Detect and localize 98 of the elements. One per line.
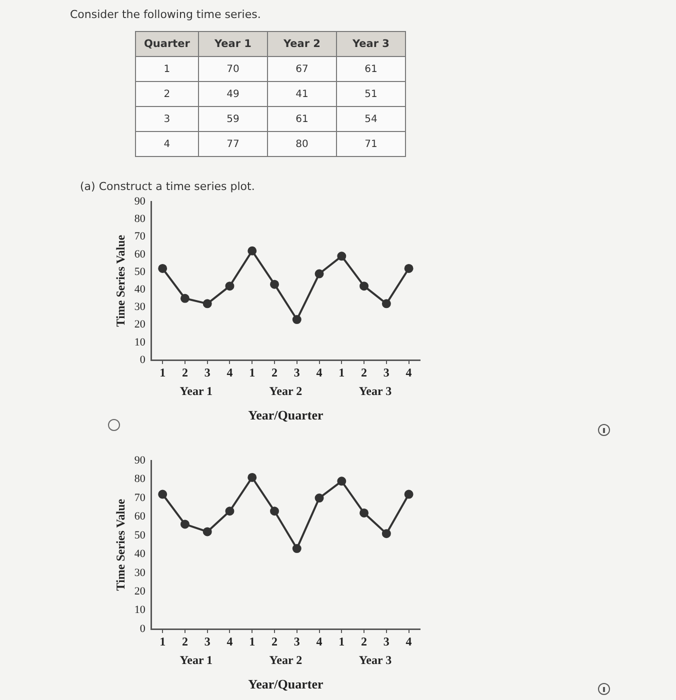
point	[180, 294, 190, 303]
x-tick-label: 3	[383, 634, 390, 648]
x-tick-label: 2	[182, 365, 188, 380]
x-tick-label: 1	[338, 365, 345, 380]
x-tick-label: 2	[361, 634, 368, 648]
data-label: 51	[336, 82, 406, 106]
point	[404, 264, 414, 273]
data-label: 61	[267, 106, 336, 132]
y-tick-label: 20	[134, 318, 146, 331]
y-tick-label: 20	[134, 585, 146, 598]
x-tick-label: 2	[272, 365, 278, 380]
y-tick-label: 90	[134, 195, 146, 208]
y-tick-label: 90	[134, 454, 146, 466]
point	[337, 476, 346, 486]
y-tick-label: 10	[134, 336, 146, 348]
x-tick-label: 2	[361, 365, 368, 380]
x-tick-label: 3	[204, 365, 210, 380]
text: Year 3	[358, 384, 392, 398]
point	[292, 315, 302, 324]
point	[360, 282, 369, 291]
x-tick-label: 4	[316, 365, 322, 380]
data-label: 67	[267, 56, 336, 82]
x-tick-label: 3	[294, 365, 300, 380]
y-axis-title: Time Series Value	[113, 234, 128, 327]
data-label: 80	[267, 132, 336, 156]
chart-title: Consider the following time series.	[70, 8, 262, 21]
point	[314, 494, 324, 503]
text: Year 2	[269, 384, 302, 398]
point	[382, 299, 391, 308]
y-tick-label: 50	[134, 266, 146, 278]
x-tick-label: 2	[182, 634, 188, 648]
y-tick-label: 80	[134, 473, 146, 486]
point	[248, 246, 257, 256]
y-tick-label: 70	[134, 230, 146, 243]
y-tick-label: 30	[134, 301, 146, 314]
text: Year 1	[180, 653, 213, 668]
y-tick-label: 0	[140, 354, 146, 366]
x-tick-label: 1	[338, 634, 345, 648]
x-axis-title: Year/Quarter	[248, 408, 324, 423]
y-tick-label: 60	[134, 248, 146, 260]
x-tick-label: 3	[294, 634, 300, 648]
data-label: 70	[198, 56, 268, 82]
x-tick-label: 3	[204, 634, 210, 648]
text: Year 3	[358, 653, 392, 668]
y-tick-label: 70	[134, 492, 146, 504]
y-tick-label: 80	[134, 213, 146, 226]
y-tick-label: 40	[134, 548, 146, 560]
text: Year 1	[180, 384, 213, 398]
data-label: 41	[267, 82, 336, 106]
point	[270, 506, 280, 516]
data-label: 61	[336, 56, 406, 82]
text: Year 2	[269, 653, 302, 668]
x-tick-label: Year 1	[198, 32, 268, 56]
x-tick-label: 4	[226, 634, 233, 648]
point	[382, 529, 391, 538]
point	[202, 299, 212, 308]
x-tick-label: 1	[249, 365, 256, 380]
x-tick-label: 4	[226, 365, 233, 380]
chart-title: (a) Construct a time series plot.	[80, 180, 256, 193]
point	[270, 280, 280, 289]
y-tick-label: 40	[134, 283, 146, 296]
point	[202, 527, 212, 536]
point	[360, 508, 369, 518]
point	[158, 264, 168, 273]
x-tick-label: 4	[406, 365, 412, 380]
point	[314, 269, 324, 278]
data-label: 49	[198, 82, 268, 106]
data-label: 54	[336, 106, 406, 132]
x-tick-label: 2	[272, 634, 278, 648]
y-tick-label: 0	[140, 622, 146, 635]
point	[337, 252, 346, 261]
y-tick-label: 1	[136, 56, 198, 82]
y-tick-label: 4	[136, 132, 198, 156]
point	[404, 490, 414, 499]
data-label: 77	[198, 132, 268, 156]
x-tick-label: 4	[316, 634, 322, 648]
x-tick-label: 4	[406, 634, 412, 648]
x-tick-label: 3	[383, 365, 390, 380]
x-tick-label: 1	[249, 634, 256, 648]
x-axis-title: Year/Quarter	[248, 676, 324, 692]
data-label: 71	[336, 132, 406, 156]
y-tick-label: 3	[136, 106, 198, 132]
x-tick-label: Year 2	[267, 32, 336, 56]
y-axis-title: Quarter	[136, 32, 198, 56]
y-tick-label: 10	[134, 604, 146, 616]
x-tick-label: Year 3	[336, 32, 406, 56]
point	[248, 472, 257, 482]
point	[292, 544, 302, 554]
y-tick-label: 50	[134, 529, 146, 542]
point	[225, 282, 234, 291]
point	[180, 520, 190, 529]
point	[225, 506, 234, 516]
y-tick-label: 60	[134, 510, 146, 523]
y-tick-label: 30	[134, 566, 146, 579]
data-label: 59	[198, 106, 268, 132]
point	[158, 490, 168, 499]
y-axis-title: Time Series Value	[113, 498, 128, 591]
y-tick-label: 2	[136, 82, 198, 106]
